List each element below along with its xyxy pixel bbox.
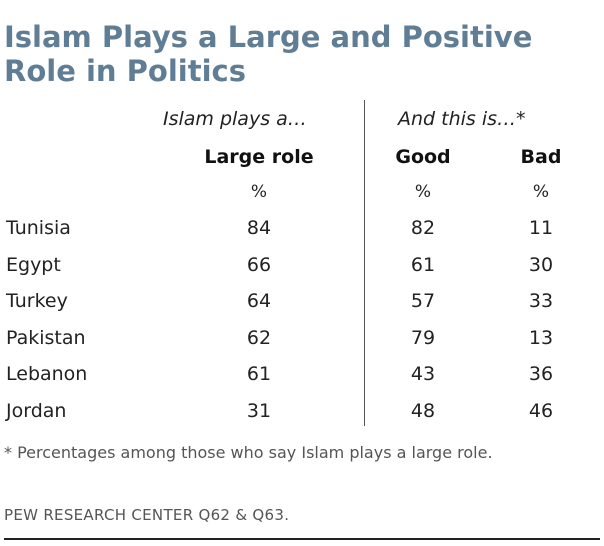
bad-value: 46 [528,399,554,422]
good-value: 43 [410,363,436,385]
country-label: Pakistan [6,326,86,349]
country-label: Lebanon [6,363,88,385]
good-value: 57 [410,290,436,312]
large-role-value: 61 [246,363,272,385]
group-header-and-this-is: And this is…* [398,108,526,130]
bad-value: 33 [528,290,554,312]
good-value: 48 [410,399,436,422]
country-label: Egypt [6,253,61,276]
column-divider [364,100,365,426]
table-row: Pakistan 62 79 13 [0,320,604,357]
large-role-value: 62 [246,326,272,349]
table-row: Turkey 64 57 33 [0,283,604,320]
unit-label-good: % [414,182,432,202]
country-label: Turkey [6,290,68,312]
large-role-value: 66 [246,253,272,276]
good-value: 79 [410,326,436,349]
table-row: Egypt 66 61 30 [0,247,604,284]
column-header-large-role: Large role [204,146,314,168]
good-value: 61 [410,253,436,276]
good-value: 82 [410,217,436,239]
unit-label-large-role: % [250,182,268,202]
group-header-islam-plays: Islam plays a… [163,108,307,130]
footnote: * Percentages among those who say Islam … [4,443,493,462]
column-header-good: Good [395,146,451,168]
table-row: Jordan 31 48 46 [0,393,604,430]
bad-value: 13 [528,326,554,349]
bad-value: 36 [528,363,554,385]
large-role-value: 31 [246,399,272,422]
chart-title: Islam Plays a Large and Positive Role in… [4,20,533,88]
table-body: Tunisia 84 82 11 Egypt 66 61 30 Turkey 6… [0,210,604,429]
source-note: PEW RESEARCH CENTER Q62 & Q63. [4,506,290,524]
table-row: Tunisia 84 82 11 [0,210,604,247]
table-row: Lebanon 61 43 36 [0,356,604,393]
large-role-value: 84 [246,217,272,239]
large-role-value: 64 [246,290,272,312]
column-header-bad: Bad [520,146,562,168]
country-label: Tunisia [6,217,71,239]
bottom-rule [4,538,600,540]
bad-value: 11 [528,217,554,239]
country-label: Jordan [6,399,67,422]
unit-label-bad: % [532,182,550,202]
bad-value: 30 [528,253,554,276]
